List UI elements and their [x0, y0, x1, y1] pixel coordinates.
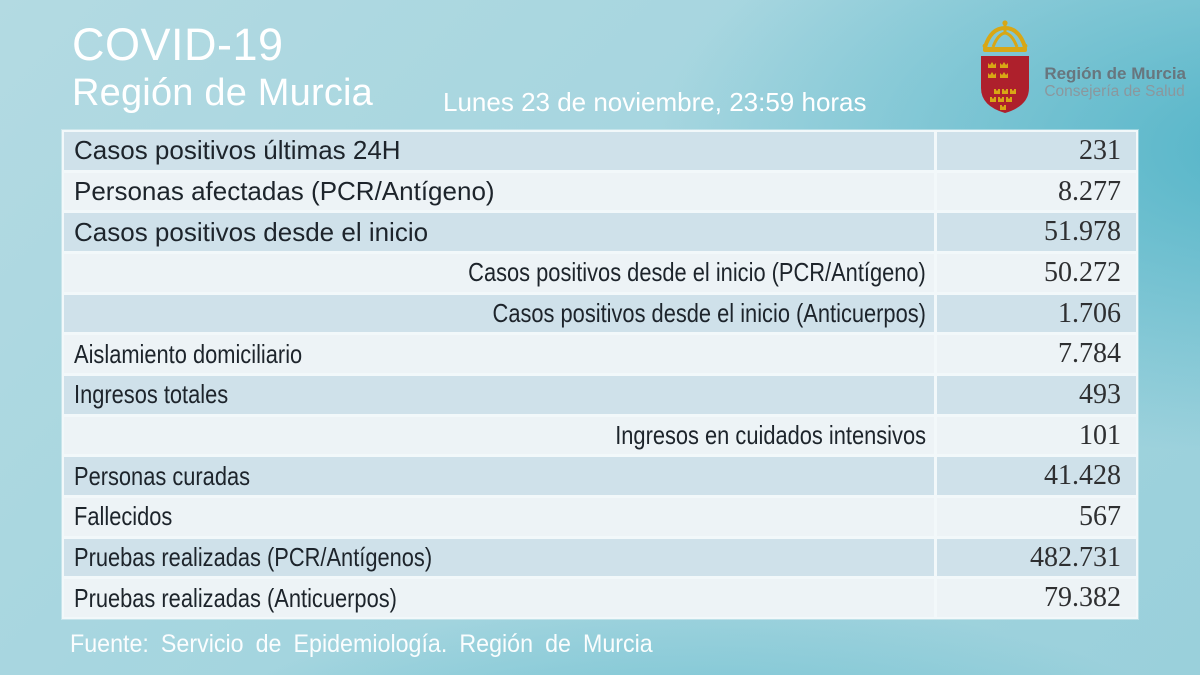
- row-label-text: Pruebas realizadas (Anticuerpos): [74, 582, 397, 613]
- table-row: Casos positivos desde el inicio (PCR/Ant…: [64, 254, 1136, 292]
- row-label: Pruebas realizadas (Anticuerpos): [64, 579, 934, 618]
- table-row: Personas afectadas (PCR/Antígeno) 8.277: [64, 172, 1136, 211]
- row-label-text: Pruebas realizadas (PCR/Antígenos): [74, 542, 433, 573]
- row-label: Ingresos totales: [64, 376, 934, 414]
- logo-org-name: Región de Murcia: [1044, 63, 1186, 83]
- row-value: 493: [937, 376, 1136, 414]
- row-label: Casos positivos últimas 24H: [64, 132, 934, 170]
- row-label: Pruebas realizadas (PCR/Antígenos): [64, 538, 934, 577]
- row-label: Casos positivos desde el inicio (PCR/Ant…: [64, 254, 934, 292]
- row-label-text: Casos positivos últimas 24H: [74, 135, 401, 166]
- row-label: Personas afectadas (PCR/Antígeno): [64, 172, 934, 211]
- table-row: Fallecidos 567: [64, 498, 1136, 536]
- row-label: Personas curadas: [64, 457, 934, 496]
- table-row: Casos positivos desde el inicio 51.978: [64, 213, 1136, 252]
- row-label-text: Ingresos en cuidados intensivos: [615, 420, 926, 451]
- row-value: 101: [937, 416, 1136, 455]
- source-note: Fuente: Servicio de Epidemiología. Regió…: [70, 630, 653, 658]
- row-value: 51.978: [937, 213, 1136, 252]
- row-label-text: Ingresos totales: [74, 379, 229, 410]
- row-label: Aislamiento domiciliario: [64, 335, 934, 374]
- row-label-text: Personas afectadas (PCR/Antígeno): [74, 176, 495, 206]
- report-datetime: Lunes 23 de noviembre, 23:59 horas: [443, 87, 867, 117]
- table-row: Pruebas realizadas (Anticuerpos) 79.382: [64, 579, 1136, 618]
- page-subtitle: Región de Murcia: [72, 72, 374, 115]
- row-label: Casos positivos desde el inicio: [64, 213, 934, 252]
- row-label-text: Casos positivos desde el inicio (PCR/Ant…: [468, 257, 926, 288]
- table-row: Ingresos en cuidados intensivos 101: [64, 416, 1136, 455]
- table-row: Pruebas realizadas (PCR/Antígenos) 482.73…: [64, 538, 1136, 577]
- table-row: Aislamiento domiciliario 7.784: [64, 335, 1136, 374]
- logo-text: Región de Murcia Consejería de Salud: [1044, 36, 1186, 102]
- row-label: Casos positivos desde el inicio (Anticue…: [64, 294, 934, 333]
- table-row: Casos positivos desde el inicio (Anticue…: [64, 294, 1136, 333]
- table-row: Casos positivos últimas 24H 231: [64, 132, 1136, 170]
- row-value: 482.731: [937, 538, 1136, 577]
- row-label-text: Fallecidos: [74, 501, 173, 532]
- row-label-text: Personas curadas: [74, 460, 251, 491]
- row-value: 41.428: [937, 457, 1136, 496]
- logo-dept-name: Consejería de Salud: [1044, 83, 1185, 101]
- table-row: Personas curadas 41.428: [64, 457, 1136, 496]
- covid-stats-table: Casos positivos últimas 24H 231 Personas a…: [62, 130, 1138, 619]
- title-block: COVID-19 Región de Murcia: [72, 18, 373, 112]
- row-label-text: Casos positivos desde el inicio: [74, 216, 429, 247]
- row-label-text: Aislamiento domiciliario: [74, 338, 303, 369]
- row-label: Fallecidos: [64, 498, 934, 536]
- row-value: 567: [937, 498, 1136, 536]
- row-value: 50.272: [937, 254, 1136, 292]
- row-label: Ingresos en cuidados intensivos: [64, 416, 934, 455]
- row-value: 1.706: [937, 294, 1136, 333]
- murcia-coat-of-arms-icon: [981, 20, 1030, 113]
- page-title: COVID-19: [72, 19, 284, 70]
- row-value: 7.784: [937, 335, 1136, 374]
- row-label-text: Casos positivos desde el inicio (Anticue…: [492, 298, 926, 329]
- row-value: 79.382: [937, 579, 1136, 618]
- region-murcia-logo: Región de Murcia Consejería de Salud: [976, 20, 1186, 118]
- row-value: 8.277: [937, 172, 1136, 211]
- row-value: 231: [937, 132, 1136, 170]
- table-row: Ingresos totales 493: [64, 376, 1136, 414]
